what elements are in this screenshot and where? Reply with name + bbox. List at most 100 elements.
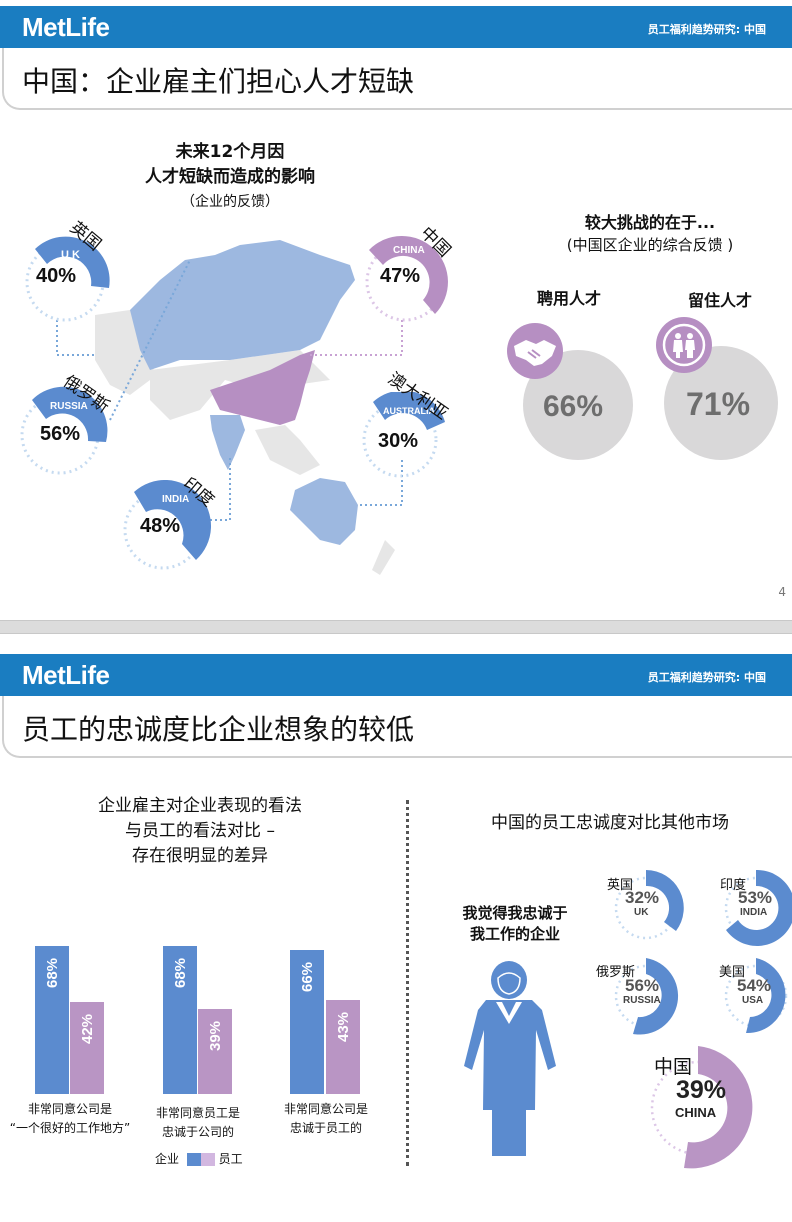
legend-employer-label: 企业 (155, 1152, 180, 1166)
china-label: 中国 (654, 1056, 693, 1078)
legend-employer-swatch (186, 1153, 201, 1166)
russia-percent: 56% (625, 976, 660, 995)
russia-label: 俄罗斯 (596, 965, 636, 980)
map-heading-line1: 未来12个月因 (175, 142, 285, 162)
svg-text:INDIA: INDIA (162, 494, 189, 505)
page-title: 中国：企业雇主们担心人才短缺 (22, 65, 415, 98)
category-label-2-line1: 非常同意员工是 (155, 1106, 240, 1120)
bar-employee-3 (326, 1000, 360, 1094)
category-label-3-line2: 忠诚于员工的 (289, 1121, 362, 1135)
legend-employee-swatch (200, 1153, 215, 1166)
category-label-1-line1: 非常同意公司是 (27, 1102, 112, 1116)
bar-label-employer-2: 68% (172, 957, 189, 988)
legend-employee-label: 员工 (218, 1152, 243, 1166)
donut-russia (614, 958, 679, 1035)
header-bar: MetLife 员工福利趋势研究: 中国 (0, 6, 792, 48)
donut-uk (614, 870, 684, 940)
figure-caption: 我觉得我忠诚于 我工作的企业 (440, 903, 590, 945)
slide-separator (0, 620, 792, 634)
header-tagline: 员工福利趋势研究: 中国 (647, 671, 766, 684)
india-percent: 53% (738, 888, 773, 907)
comparison-heading-line1: 企业雇主对企业表现的看法 (98, 796, 302, 816)
map-heading: 未来12个月因 人才短缺而造成的影响 （企业的反馈） (110, 140, 350, 215)
comparison-heading-line2: 与员工的看法对比 – (125, 821, 275, 841)
category-label-3: 非常同意公司是 忠诚于员工的 (256, 1100, 396, 1138)
comparison-heading: 企业雇主对企业表现的看法 与员工的看法对比 – 存在很明显的差异 (60, 794, 340, 869)
australia-percent: 30% (378, 430, 419, 452)
donut-china: CHINA (365, 236, 448, 322)
metlife-logo: MetLife (22, 12, 110, 42)
header-bar: MetLife 员工福利趋势研究: 中国 (0, 654, 792, 696)
header-tagline: 员工福利趋势研究: 中国 (647, 23, 766, 36)
figure-caption-line1: 我觉得我忠诚于 (462, 904, 568, 922)
title-box: 中国：企业雇主们担心人才短缺 (2, 48, 792, 110)
uk-percent: 32% (625, 888, 660, 907)
china-percent: 47% (380, 265, 421, 287)
slide-talent-shortage: MetLife 员工福利趋势研究: 中国 中国：企业雇主们担心人才短缺 未来12… (0, 6, 792, 599)
india-code: INDIA (740, 907, 768, 918)
challenge-heading: 较大挑战的在于... (中国区企业的综合反馈 ) (530, 212, 770, 256)
uk-percent: 40% (36, 265, 77, 287)
comparison-heading-line3: 存在很明显的差异 (132, 846, 268, 866)
hire-percent: 66% (543, 390, 604, 423)
businesswoman-icon (464, 961, 556, 1156)
uk-label: 英国 (607, 878, 634, 893)
svg-text:RUSSIA: RUSSIA (50, 401, 88, 412)
market-comparison-heading: 中国的员工忠诚度对比其他市场 (491, 813, 729, 833)
uk-code: UK (634, 907, 649, 918)
bar-label-employee-2: 39% (207, 1020, 224, 1051)
bar-label-employer-1: 68% (44, 957, 61, 988)
bar-label-employee-3: 43% (335, 1011, 352, 1042)
bar-employer-3 (290, 950, 324, 1094)
donut-china (650, 1046, 753, 1169)
hire-label: 聘用人才 (537, 289, 602, 308)
donut-india: INDIA (123, 480, 212, 570)
india-percent: 48% (140, 515, 181, 537)
usa-code: USA (742, 995, 764, 1006)
donut-india (724, 870, 792, 946)
bar-employer-2 (163, 946, 197, 1094)
retain-percent: 71% (686, 386, 751, 422)
usa-percent: 54% (737, 976, 772, 995)
asia-map (95, 240, 395, 575)
svg-text:AUSTRALIA: AUSTRALIA (383, 406, 435, 416)
bar-label-employer-3: 66% (299, 961, 316, 992)
map-heading-line3: （企业的反馈） (181, 194, 279, 210)
handshake-icon (507, 323, 563, 379)
donut-russia: RUSSIA (20, 386, 108, 475)
india-label: 印度 (720, 878, 747, 893)
bar-employee-2 (198, 1009, 232, 1094)
figure-caption-line2: 我工作的企业 (469, 925, 560, 943)
metlife-logo: MetLife (22, 660, 110, 690)
china-percent: 39% (676, 1076, 727, 1104)
page-title: 员工的忠诚度比企业想象的较低 (22, 713, 415, 746)
people-retention-icon (656, 317, 712, 373)
bar-employer-1 (35, 946, 69, 1094)
donut-usa (724, 958, 788, 1034)
donut-australia: AUSTRALIA (362, 392, 445, 478)
page-number: 4 (778, 585, 786, 599)
russia-percent: 56% (40, 423, 81, 445)
title-box: 员工的忠诚度比企业想象的较低 (2, 696, 792, 758)
retain-label: 留住人才 (688, 291, 753, 310)
challenge-subtitle: (中国区企业的综合反馈 ) (566, 236, 734, 254)
chart-legend: 企业 员工 (155, 1150, 243, 1167)
svg-text:CHINA: CHINA (393, 245, 425, 256)
category-label-3-line1: 非常同意公司是 (283, 1102, 368, 1116)
russia-code: RUSSIA (623, 995, 661, 1006)
challenge-title: 较大挑战的在于... (584, 213, 716, 232)
donut-uk: U K (25, 236, 110, 322)
section-divider (406, 800, 409, 1166)
slide-employee-loyalty: MetLife 员工福利趋势研究: 中国 员工的忠诚度比企业想象的较低 企业雇主… (0, 648, 792, 1222)
china-code: CHINA (675, 1105, 717, 1120)
category-label-1-line2: “一个很好的工作地方” (9, 1121, 131, 1135)
usa-label: 美国 (719, 965, 746, 980)
svg-text:U K: U K (61, 249, 80, 261)
category-label-1: 非常同意公司是 “一个很好的工作地方” (0, 1100, 140, 1138)
bar-employee-1 (70, 1002, 104, 1094)
loyalty-bar-chart: 68% 42% 68% 39% 66% 43% 非常同意公司是 “一个很好的工作… (0, 928, 400, 1208)
bar-label-employee-1: 42% (79, 1013, 96, 1044)
category-label-2-line2: 忠诚于公司的 (161, 1125, 234, 1139)
category-label-2: 非常同意员工是 忠诚于公司的 (128, 1104, 268, 1142)
map-heading-line2: 人才短缺而造成的影响 (145, 167, 315, 187)
